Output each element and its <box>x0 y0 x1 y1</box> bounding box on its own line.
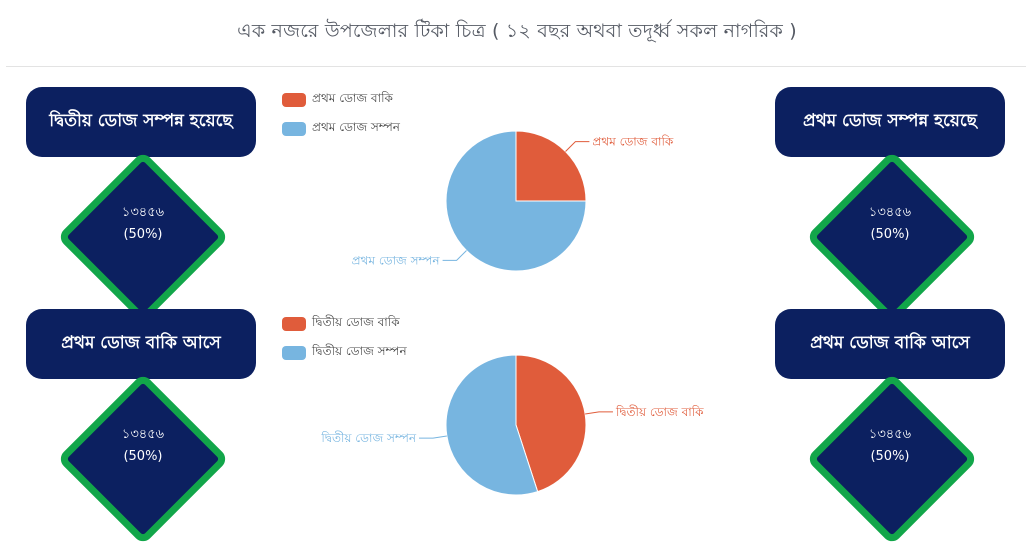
pie-leader-line <box>565 141 590 152</box>
card-first-dose-completed-label: প্রথম ডোজ সম্পন্ন হয়েছে <box>775 87 1005 157</box>
pie-chart-first-dose: প্রথম ডোজ বাকি প্রথম ডোজ সম্পন <box>352 130 674 272</box>
pie-2-legend: দ্বিতীয় ডোজ বাকি দ্বিতীয় ডোজ সম্পন <box>282 314 407 363</box>
pie-slice-label: দ্বিতীয় ডোজ সম্পন <box>320 431 416 445</box>
legend-item[interactable]: প্রথম ডোজ বাকি <box>282 90 400 110</box>
header-divider <box>6 66 1026 67</box>
legend-label: দ্বিতীয় ডোজ বাকি <box>312 315 400 329</box>
legend-swatch <box>282 93 306 107</box>
page-header: এক নজরে উপজেলার টিকা চিত্র ( ১২ বছর অথবা… <box>0 0 1034 66</box>
card-first-dose-completed-stat: ১৩৪৫৬ (50%) <box>810 202 970 246</box>
pie-leader-line <box>442 250 467 261</box>
card-first-dose-pending-stat-right: ১৩৪৫৬ (50%) <box>810 424 970 468</box>
pie-slice[interactable] <box>515 354 587 493</box>
stat-percent: (50%) <box>123 227 163 242</box>
stat-value: ১৩৪৫৬ <box>121 427 165 442</box>
stat-percent: (50%) <box>123 449 163 464</box>
legend-label: প্রথম ডোজ সম্পন <box>312 120 400 134</box>
legend-label: দ্বিতীয় ডোজ সম্পন <box>312 344 407 358</box>
legend-swatch <box>282 122 306 136</box>
stat-percent: (50%) <box>870 227 910 242</box>
pie-slice-label: প্রথম ডোজ সম্পন <box>352 253 441 267</box>
card-second-dose-completed-stat: ১৩৪৫৬ (50%) <box>63 202 223 246</box>
pie-leader-line <box>585 411 613 415</box>
legend-item[interactable]: দ্বিতীয় ডোজ বাকি <box>282 314 407 334</box>
stat-value: ১৩৪৫৬ <box>868 205 912 220</box>
legend-swatch <box>282 346 306 360</box>
card-first-dose-pending-label-left: প্রথম ডোজ বাকি আসে <box>26 309 256 379</box>
stat-percent: (50%) <box>870 449 910 464</box>
legend-label: প্রথম ডোজ বাকি <box>312 91 393 105</box>
legend-item[interactable]: প্রথম ডোজ সম্পন <box>282 119 400 139</box>
pie-slice[interactable] <box>445 354 539 496</box>
pie-slice-label: দ্বিতীয় ডোজ বাকি <box>615 405 704 419</box>
pie-leader-line <box>419 435 447 439</box>
card-second-dose-completed-label: দ্বিতীয় ডোজ সম্পন্ন হয়েছে <box>26 87 256 157</box>
legend-swatch <box>282 317 306 331</box>
stat-value: ১৩৪৫৬ <box>868 427 912 442</box>
legend-item[interactable]: দ্বিতীয় ডোজ সম্পন <box>282 343 407 363</box>
stat-value: ১৩৪৫৬ <box>121 205 165 220</box>
pie-slice-label: প্রথম ডোজ বাকি <box>592 135 674 149</box>
card-first-dose-pending-label-right: প্রথম ডোজ বাকি আসে <box>775 309 1005 379</box>
pie-chart-second-dose: দ্বিতীয় ডোজ বাকি দ্বিতীয় ডোজ সম্পন <box>320 354 704 496</box>
page-title: এক নজরে উপজেলার টিকা চিত্র ( ১২ বছর অথবা… <box>237 20 797 42</box>
pie-1-legend: প্রথম ডোজ বাকি প্রথম ডোজ সম্পন <box>282 90 400 139</box>
card-first-dose-pending-stat-left: ১৩৪৫৬ (50%) <box>63 424 223 468</box>
